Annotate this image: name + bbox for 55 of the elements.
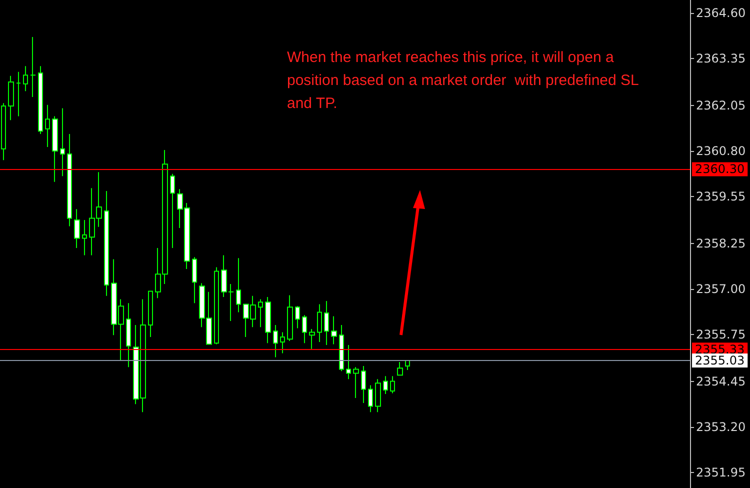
y-tick-label: 2362.05 [696,98,746,113]
candlestick [346,344,351,380]
y-tick-label: 2358.25 [696,236,746,251]
candlestick [273,324,278,358]
candlestick [30,36,36,98]
ref-line-label: 2355.03 [695,354,745,368]
y-tick-label: 2353.20 [696,420,746,434]
candlestick [104,190,109,296]
candlestick [397,362,403,376]
candlestick [60,108,65,177]
candlestick [236,258,241,313]
y-tick-label: 2360.80 [696,144,746,158]
candlestick [1,102,6,161]
ref-line-label: 2360.30 [695,162,745,176]
candlestick [361,366,366,404]
candlestick [148,290,153,338]
candlestick [170,173,175,248]
candlestick [52,116,58,182]
candlestick [67,133,72,227]
candlestick [214,266,219,345]
candlestick [375,378,381,413]
candlestick [23,66,28,92]
candlestick [309,328,315,350]
annotation: When the market reaches this price, it will open a position based on a market order with predefined SL and TP. [287,48,640,114]
candlestick [287,294,293,342]
candlestick [38,66,43,134]
y-tick-label: 2363.35 [696,51,746,66]
candlestick [265,296,271,344]
candlestick [331,316,337,345]
candlestick [295,306,300,329]
y-tick-label: 2351.95 [696,465,746,480]
y-tick-label: 2359.55 [696,189,746,204]
candlestick [8,75,14,121]
y-tick-label: 2354.45 [696,374,746,389]
candlestick [45,104,50,148]
candlestick [324,300,329,346]
candlestick [368,384,373,413]
candlestick [390,376,395,394]
candlestick [317,304,322,343]
candlestick [302,314,307,344]
candlestick [353,366,359,398]
candlestick [339,324,344,372]
y-tick-label: 2355.75 [696,327,746,342]
ref-line-label: 2355.33 [695,342,745,357]
candlestick [280,332,285,354]
candlestick [405,360,410,370]
candlestick [383,376,388,394]
y-tick-label: 2364.60 [696,6,746,20]
candlestick [82,220,87,256]
y-tick-label: 2357.00 [696,282,746,296]
candlestick [192,256,197,304]
candlestick [258,298,263,328]
candlestick [74,208,80,248]
candlestick [16,71,21,117]
candlestick [126,302,131,368]
